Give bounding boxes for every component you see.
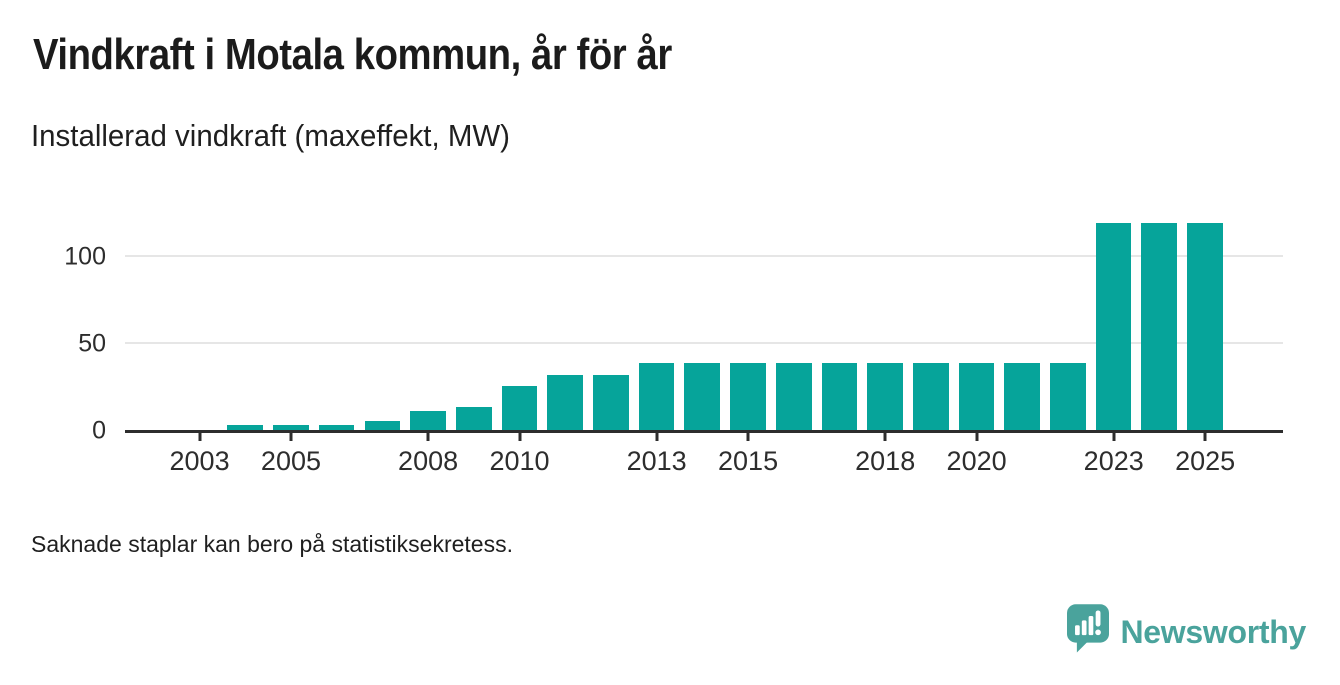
bar-2021 [1004,363,1041,431]
x-axis-tick-label-2025: 2025 [1175,446,1236,476]
bar-2023 [1095,222,1132,431]
bar-slot-2007 [360,214,406,431]
bar-slot-2018 [862,214,908,431]
bar-slot-2006 [314,214,360,431]
x-axis-tick-2013 [655,433,659,441]
x-axis-tick-label-2008: 2008 [398,446,459,476]
x-axis-tick-2023 [1112,433,1116,441]
bar-slot-2024 [1136,214,1182,431]
bar-slot-2020 [954,214,1000,431]
bar-slot-2005 [268,214,314,431]
x-axis-tick-label-2018: 2018 [855,446,916,476]
x-axis-tick-2010 [518,433,522,441]
bar-2015 [730,363,766,431]
bar-2024 [1141,222,1178,431]
x-axis-tick-label-2013: 2013 [626,446,687,476]
x-axis-tick-label-2005: 2005 [260,446,322,476]
bar-slot-2019 [908,214,954,431]
gridline-100 [125,255,1283,258]
bar-2004 [227,424,264,431]
bar-2017 [821,363,858,431]
bar-slot-2021 [999,214,1045,431]
page-title: Vindkraft i Motala kommun, år för år [33,30,672,79]
bar-slot-2015 [725,214,771,431]
bar-slot-2009 [451,214,497,431]
bar-2019 [912,363,949,431]
bar-slot-2025 [1182,214,1228,431]
x-axis-tick-2008 [426,433,430,441]
bar-slot-2016 [771,214,817,431]
bar-2005 [273,424,309,431]
newsworthy-logo-text: Newsworthy [1120,613,1307,650]
x-axis-tick-label-2010: 2010 [489,446,550,476]
bar-2011 [547,375,583,431]
bar-2025 [1187,222,1223,431]
y-axis-tick-label-50: 50 [78,329,106,358]
bar-2012 [593,375,629,431]
bar-slot-2010 [497,214,543,431]
x-axis-tick-2005 [289,433,293,441]
x-axis-tick-label-2003: 2003 [169,446,230,476]
bar-slot-2004 [222,214,268,431]
bar-2018 [867,363,903,431]
bars-band: 2003 2005 2008 2010 2013 2015 2018 2020 2023 2025 [131,214,1235,475]
bar-2014 [684,363,721,431]
x-axis-tick-label-2023: 2023 [1083,446,1144,476]
bar-slot-2008 [405,214,451,431]
bar-2016 [775,363,812,431]
x-axis-tick-2018 [883,433,887,441]
gridline-50 [125,342,1283,345]
bar-slot-2017 [817,214,863,431]
chart-footnote: Saknade staplar kan bero på statistiksek… [31,531,513,557]
bar-slot-2014 [679,214,725,431]
x-axis-tick-2020 [975,433,979,441]
x-axis-tick-2003 [198,433,202,441]
bar-slot-2022 [1045,214,1091,431]
x-axis-tick-2015 [746,433,750,441]
bar-2007 [364,420,401,431]
bar-2006 [318,424,355,431]
y-axis-tick-label-0: 0 [92,416,106,445]
chart-subtitle: Installerad vindkraft (maxeffekt, MW) [31,118,510,153]
bar-2022 [1050,363,1086,431]
bar-2008 [410,411,446,431]
plot-area: 2003 2005 2008 2010 2013 2015 2018 2020 2023 2025… [64,214,1283,475]
x-axis-tick-label-2020: 2020 [946,446,1007,476]
x-axis-line [125,429,1283,433]
newsworthy-logo: Newsworthy [1066,604,1307,659]
bar-2013 [638,363,675,431]
bar-slot-2003 [177,214,223,431]
bar-slot-2023 [1091,214,1137,431]
x-axis-tick-2025 [1203,433,1207,441]
bar-2010 [501,385,538,431]
bar-slot-2013 [634,214,680,431]
bar-slot-2002 [131,214,177,431]
bar-slot-2011 [542,214,588,431]
bar-slot-2012 [588,214,634,431]
x-axis-tick-label-2015: 2015 [718,446,779,476]
y-axis-tick-label-100: 100 [64,242,106,271]
bar-2009 [455,406,492,431]
newsworthy-bubble-chart-icon [1066,604,1109,659]
bar-2020 [958,363,995,431]
